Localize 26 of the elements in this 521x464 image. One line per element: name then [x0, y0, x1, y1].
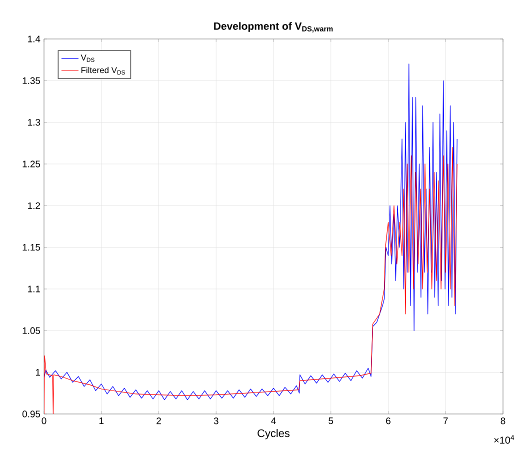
- x-tick-label: 7: [443, 418, 448, 424]
- y-tick-label: 1.35: [22, 77, 40, 84]
- x-tick-label: 0: [42, 418, 46, 424]
- x-tick-label: 3: [214, 418, 218, 424]
- x-tick-label: 4: [271, 418, 276, 424]
- x-tick-label: 2: [156, 418, 161, 424]
- y-tick-label: 0.95: [22, 410, 40, 418]
- line-series: [44, 147, 458, 414]
- legend-label: Filtered V$_{DS}$: [81, 66, 125, 75]
- y-tick-label: 1.2: [28, 202, 40, 209]
- y-tick-label: 1.25: [22, 160, 40, 168]
- y-tick-label: 1.3: [28, 118, 40, 126]
- y-tick-label: 1: [36, 369, 40, 376]
- y-tick-label: 1.4: [28, 36, 40, 42]
- chart-title: Development of V$_{DS,warm}$: [214, 22, 333, 32]
- text: ×10$^{4}$: [494, 435, 514, 444]
- x-tick-label: 6: [386, 418, 390, 424]
- y-tick-label: 1.1: [28, 286, 40, 292]
- x-tick-label: 5: [328, 418, 334, 424]
- y-tick-label: 1.05: [22, 327, 40, 334]
- line-series: [44, 64, 458, 400]
- x-tick-label: 8: [500, 418, 506, 424]
- x-axis-title: Cycles: [258, 429, 290, 440]
- x-tick-label: 1: [99, 418, 104, 424]
- y-tick-label: 1.15: [22, 244, 40, 251]
- legend-label: V$_{DS}$: [80, 54, 94, 62]
